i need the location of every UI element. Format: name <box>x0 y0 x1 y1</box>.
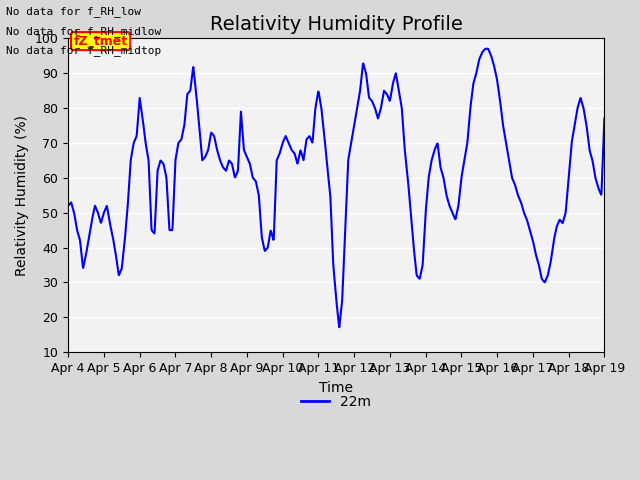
Text: No data for f_RH_midlow: No data for f_RH_midlow <box>6 25 162 36</box>
Y-axis label: Relativity Humidity (%): Relativity Humidity (%) <box>15 115 29 276</box>
Text: fZ_tmet: fZ_tmet <box>74 35 127 48</box>
Legend: 22m: 22m <box>296 389 377 414</box>
Title: Relativity Humidity Profile: Relativity Humidity Profile <box>210 15 463 34</box>
Text: No data for f_RH_low: No data for f_RH_low <box>6 6 141 17</box>
Text: No data for f_RH_midtop: No data for f_RH_midtop <box>6 45 162 56</box>
X-axis label: Time: Time <box>319 381 353 395</box>
